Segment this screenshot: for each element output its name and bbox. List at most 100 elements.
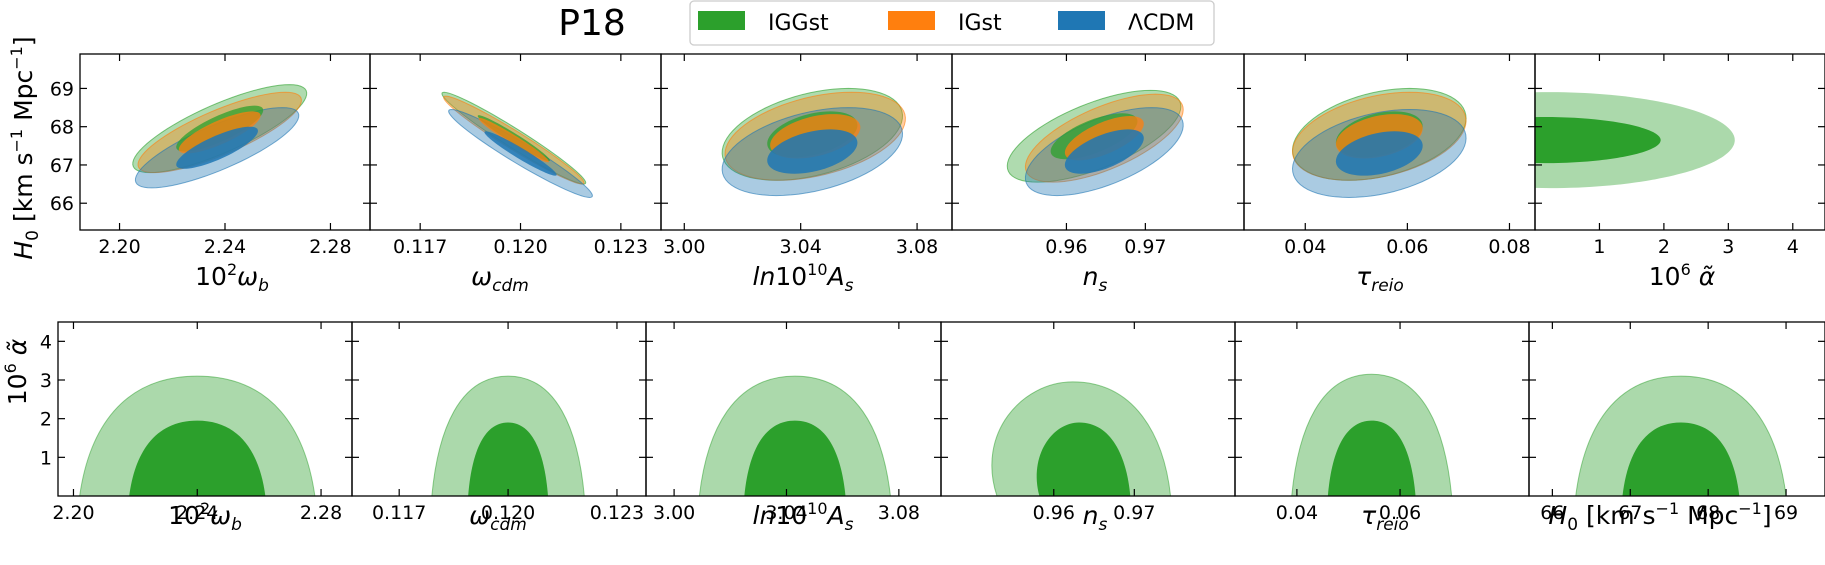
top-panel-alpha_h0-xtick-label-1: 2 [1658,236,1670,258]
bottom-row-ylabel: 106 α̃ [1,338,32,405]
top-panel-n_s: 0.96 0.97 [952,54,1244,258]
top-panel-omega_b-xtick-label-2: 2.28 [309,236,351,258]
bottom-panel-omega_b-ytick-label-0: 1 [40,447,52,469]
legend: IGGst IGst ΛCDM [689,0,1215,46]
top-panel-alpha_h0: 1 2 3 4 [1535,54,1825,258]
top-panel-alpha_h0-contours [1535,92,1735,189]
top-panel-tau_reio: 0.04 0.06 0.08 [1244,54,1535,258]
bottom-panel-ln_As-iggst-68 [744,420,846,496]
xlabel-bottom-h0: H0 [km s−1 Mpc−1] [1548,499,1771,535]
bottom-panel-h0-xtick-label-3: 69 [1774,502,1798,524]
top-xlabels: 102ωb ωcdm ln1010As ns τreio 106 α̃ [195,260,1716,296]
top-panel-omega_b-ytick-label-3: 69 [50,78,74,100]
top-row-ylabel: H0 [km s−1 Mpc−1] [7,36,43,259]
bottom-panel-omega_b-ytick-label-1: 2 [40,409,52,431]
bottom-panel-omega_cdm-xtick-label-2: 0.123 [590,502,644,524]
top-panel-omega_b-lcdm-68 [176,126,258,169]
top-panel-alpha_h0-xtick-label-2: 3 [1722,236,1734,258]
top-panel-omega_cdm: 0.117 0.120 0.123 [370,54,661,258]
bottom-panel-ln_As-xtick-label-0: 3.00 [653,502,695,524]
bottom-panel-omega_cdm-iggst-68 [468,422,548,496]
legend-swatch-lcdm [1058,11,1105,30]
top-panel-ln_As-lcdm-68 [767,129,858,174]
bottom-panel-tau_reio-xtick-label-0: 0.04 [1276,502,1318,524]
top-panel-alpha_h0-xtick-label-3: 4 [1787,236,1799,258]
top-panel-ln_As-xtick-label-2: 3.08 [896,236,938,258]
xlabel-top-alpha: 106 α̃ [1649,260,1716,291]
top-panel-omega_cdm-xtick-label-1: 0.120 [493,236,547,258]
top-panel-n_s-contours [1006,89,1184,197]
chart-title: P18 [558,3,626,44]
xlabel-top-tau-reio: τreio [1356,262,1404,296]
bottom-panel-ln_As: 3.00 3.04 3.08 [646,322,941,524]
top-panel-ln_As-xtick-label-1: 3.04 [780,236,822,258]
top-panel-tau_reio-xtick-label-1: 0.06 [1386,236,1428,258]
svg-text:H0 [km s−1 Mpc−1]: H0 [km s−1 Mpc−1] [7,36,43,259]
top-panel-omega_cdm-lcdm-68 [484,131,557,176]
bottom-panel-tau_reio: 0.04 0.06 [1235,322,1529,524]
bottom-panel-omega_b-xtick-label-2: 2.28 [300,502,342,524]
top-panel-omega_b-ytick-label-1: 67 [50,155,74,177]
bottom-panel-ln_As-contours [698,375,891,496]
bottom-panel-omega_b-xtick-label-1: 2.24 [176,502,218,524]
top-panel-ln_As: 3.00 3.04 3.08 [661,54,952,258]
top-panel-omega_cdm-igst-68 [478,117,549,163]
bottom-panel-omega_b-ytick-label-2: 3 [40,370,52,392]
top-panel-alpha_h0-iggst-68 [1535,117,1661,164]
top-panel-omega_b-contours [132,84,308,189]
top-panel-ln_As-contours [721,87,906,197]
bottom-panel-h0-frame [1528,321,1825,497]
bottom-panel-h0-contours [1575,375,1787,496]
xlabel-top-omega-cdm: ωcdm [471,262,529,296]
top-panel-tau_reio-xtick-label-0: 0.04 [1284,236,1326,258]
top-panel-omega_b-ytick-label-2: 68 [50,117,74,139]
top-panel-tau_reio-xtick-label-2: 0.08 [1488,236,1530,258]
bottom-panel-h0-iggst-68 [1622,422,1740,496]
bottom-panel-h0-xtick-label-0: 66 [1540,502,1564,524]
top-panel-omega_b-xtick-label-0: 2.20 [98,236,140,258]
xlabel-bottom-tau-reio: τreio [1361,501,1409,535]
top-panel-n_s-xtick-label-0: 0.96 [1045,236,1087,258]
bottom-panel-h0-xtick-label-1: 67 [1618,502,1642,524]
bottom-panel-omega_b-xtick-label-0: 2.20 [52,502,94,524]
bottom-panel-omega_b-contours [79,375,316,496]
top-panel-tau_reio-contours [1291,87,1467,198]
top-panel-omega_cdm-contours [441,91,593,198]
xlabel-top-n-s: ns [1083,262,1108,296]
bottom-panel-omega_b-ytick-label-3: 4 [40,331,52,353]
bottom-panel-ln_As-xtick-label-2: 3.08 [878,502,920,524]
bottom-panel-n_s-contours [991,381,1172,496]
xlabel-bottom-ln-as: ln1010As [753,499,854,535]
top-panel-omega_b: 2.20 2.24 2.28 66 67 68 69 [50,54,370,258]
bottom-panel-ln_As-xtick-label-1: 3.04 [765,502,807,524]
legend-label-igst: IGst [958,11,1002,36]
top-panel-alpha_h0-xtick-label-0: 1 [1593,236,1605,258]
top-panel-omega_cdm-xtick-label-2: 0.123 [594,236,648,258]
bottom-panel-omega_b-iggst-68 [129,420,266,496]
top-panel-alpha_h0-frame [1534,53,1825,231]
bottom-panel-tau_reio-xtick-label-1: 0.06 [1379,502,1421,524]
legend-swatch-iggst [698,11,745,30]
bottom-panel-omega_cdm: 0.117 0.120 0.123 [352,322,646,524]
legend-swatch-igst [888,11,935,30]
bottom-panel-h0-xtick-label-2: 68 [1696,502,1720,524]
top-panel-omega_b-ytick-label-0: 66 [50,193,74,215]
svg-text:106 α̃: 106 α̃ [1,338,32,405]
top-panel-omega_b-igst-68 [178,111,261,154]
top-panel-n_s-lcdm-68 [1064,129,1144,174]
bottom-panel-omega_cdm-contours [431,375,585,496]
bottom-panel-h0: 66 67 68 69 [1529,322,1825,524]
bottom-panel-n_s-xtick-label-1: 0.97 [1113,502,1155,524]
top-panel-ln_As-xtick-label-0: 3.00 [663,236,705,258]
top-panel-tau_reio-lcdm-68 [1335,131,1423,176]
xlabel-bottom-n-s: ns [1083,501,1108,535]
bottom-panel-omega_cdm-xtick-label-1: 0.120 [481,502,535,524]
top-panel-omega_cdm-xtick-label-0: 0.117 [393,236,447,258]
xlabel-bottom-omega-cdm: ωcdm [469,501,527,535]
bottom-xlabels: 102ωb ωcdm ln1010As ns τreio H0 [km s−1 … [168,499,1771,535]
legend-label-iggst: IGGst [768,11,829,36]
bottom-panel-n_s-iggst-68 [1036,422,1131,496]
bottom-panel-tau_reio-iggst-68 [1327,420,1416,496]
